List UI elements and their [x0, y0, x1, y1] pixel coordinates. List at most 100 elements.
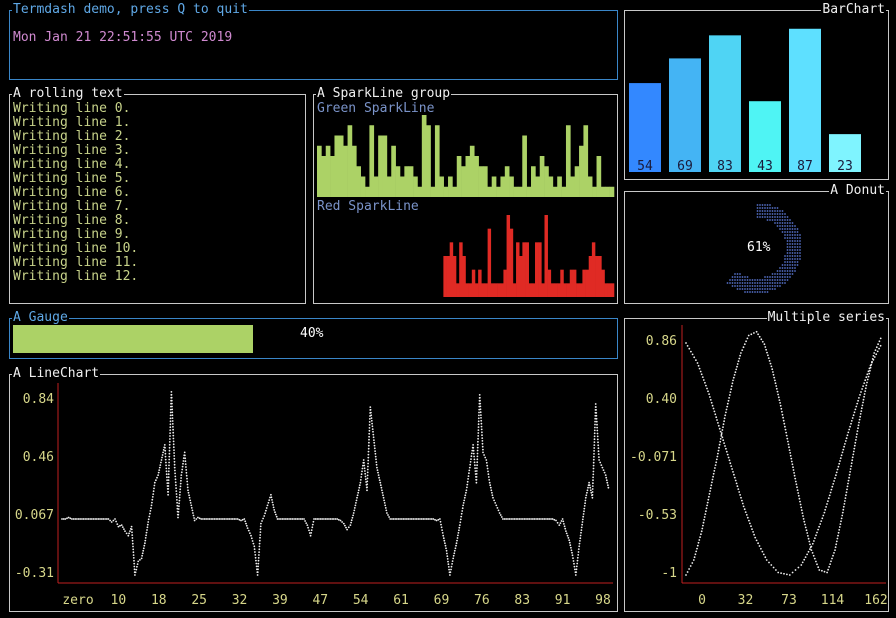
line-point [709, 396, 711, 398]
donut-dot [791, 234, 794, 236]
line-point [563, 525, 566, 528]
line-point [575, 565, 578, 568]
line-point [579, 534, 582, 537]
line-point [371, 425, 374, 428]
line-point [837, 531, 840, 534]
line-point [90, 518, 93, 520]
line-point [344, 524, 346, 527]
donut-dot [784, 255, 786, 257]
line-point [830, 488, 833, 491]
donut-dot [739, 282, 741, 284]
green-sparkline-bar [469, 145, 475, 197]
line-point [360, 476, 363, 478]
donut-dot [779, 279, 781, 281]
donut-dot [784, 258, 786, 260]
line-point [800, 564, 803, 566]
line-point [521, 518, 524, 520]
line-point [596, 438, 599, 441]
line-point [181, 468, 184, 471]
line-point [796, 489, 799, 491]
donut-dot [781, 267, 784, 269]
line-point [570, 546, 572, 549]
line-point [170, 396, 173, 399]
line-point [816, 531, 818, 534]
app-title: Termdash demo, press Q to quit [12, 2, 249, 18]
line-point [580, 529, 583, 531]
line-point [872, 355, 875, 357]
line-point [479, 399, 481, 402]
line-point [368, 441, 370, 444]
rolling-text-panel[interactable]: A rolling text Writing line 0. Writing li… [9, 86, 306, 304]
line-point [258, 548, 261, 551]
line-point [169, 432, 172, 434]
line-point [725, 450, 728, 453]
line-point [272, 504, 274, 506]
donut-dot [794, 228, 796, 230]
line-point [397, 518, 400, 520]
line-point [189, 499, 192, 502]
line-point [360, 473, 363, 476]
donut-dot [784, 225, 786, 227]
line-point [591, 491, 594, 493]
line-point [477, 432, 480, 434]
line-point [726, 453, 729, 456]
line-point [275, 515, 278, 518]
line-point [216, 518, 219, 520]
line-point [181, 465, 184, 468]
line-point [171, 423, 174, 425]
line-point [358, 486, 361, 489]
line-point [160, 461, 162, 464]
line-point [749, 522, 751, 525]
line-point [772, 566, 775, 569]
line-point [571, 551, 573, 554]
line-point [568, 541, 571, 544]
line-point [848, 428, 851, 431]
line-point [283, 518, 285, 520]
donut-dot [774, 279, 776, 281]
line-point [197, 516, 199, 519]
line-point [389, 518, 392, 520]
line-point [865, 384, 868, 387]
line-point [805, 529, 808, 532]
line-point [366, 474, 369, 477]
line-point [150, 507, 152, 510]
line-point [245, 522, 247, 525]
line-point [478, 414, 480, 417]
line-point [172, 443, 175, 446]
line-point [319, 518, 322, 520]
line-point [308, 532, 311, 534]
donut-dot [779, 273, 781, 275]
line-point [243, 518, 246, 520]
line-point [719, 440, 722, 443]
bar [789, 28, 821, 173]
line-point [218, 518, 221, 520]
line-point [688, 347, 691, 350]
line-point [367, 447, 370, 450]
line-point [605, 479, 608, 482]
line-point [79, 518, 82, 520]
donut-dot [766, 288, 769, 290]
line-point [533, 518, 536, 520]
line-point [705, 510, 707, 513]
donut-dot [759, 282, 761, 284]
line-point [455, 544, 457, 547]
line-point [712, 407, 715, 410]
line-point [709, 399, 712, 401]
line-point [259, 528, 262, 531]
donut-dot [726, 282, 729, 284]
bar [709, 35, 741, 172]
line-point [555, 519, 557, 522]
line-point [186, 477, 188, 480]
donut-dot [734, 276, 736, 278]
line-point [478, 394, 481, 396]
donut-dot [756, 282, 759, 284]
line-point [787, 440, 789, 443]
line-point [120, 524, 123, 526]
line-point [368, 432, 371, 435]
donut-dot [779, 228, 781, 230]
line-point [123, 528, 125, 530]
line-point [301, 518, 304, 520]
line-point [148, 515, 151, 518]
line-point [480, 419, 483, 422]
line-point [376, 466, 378, 469]
